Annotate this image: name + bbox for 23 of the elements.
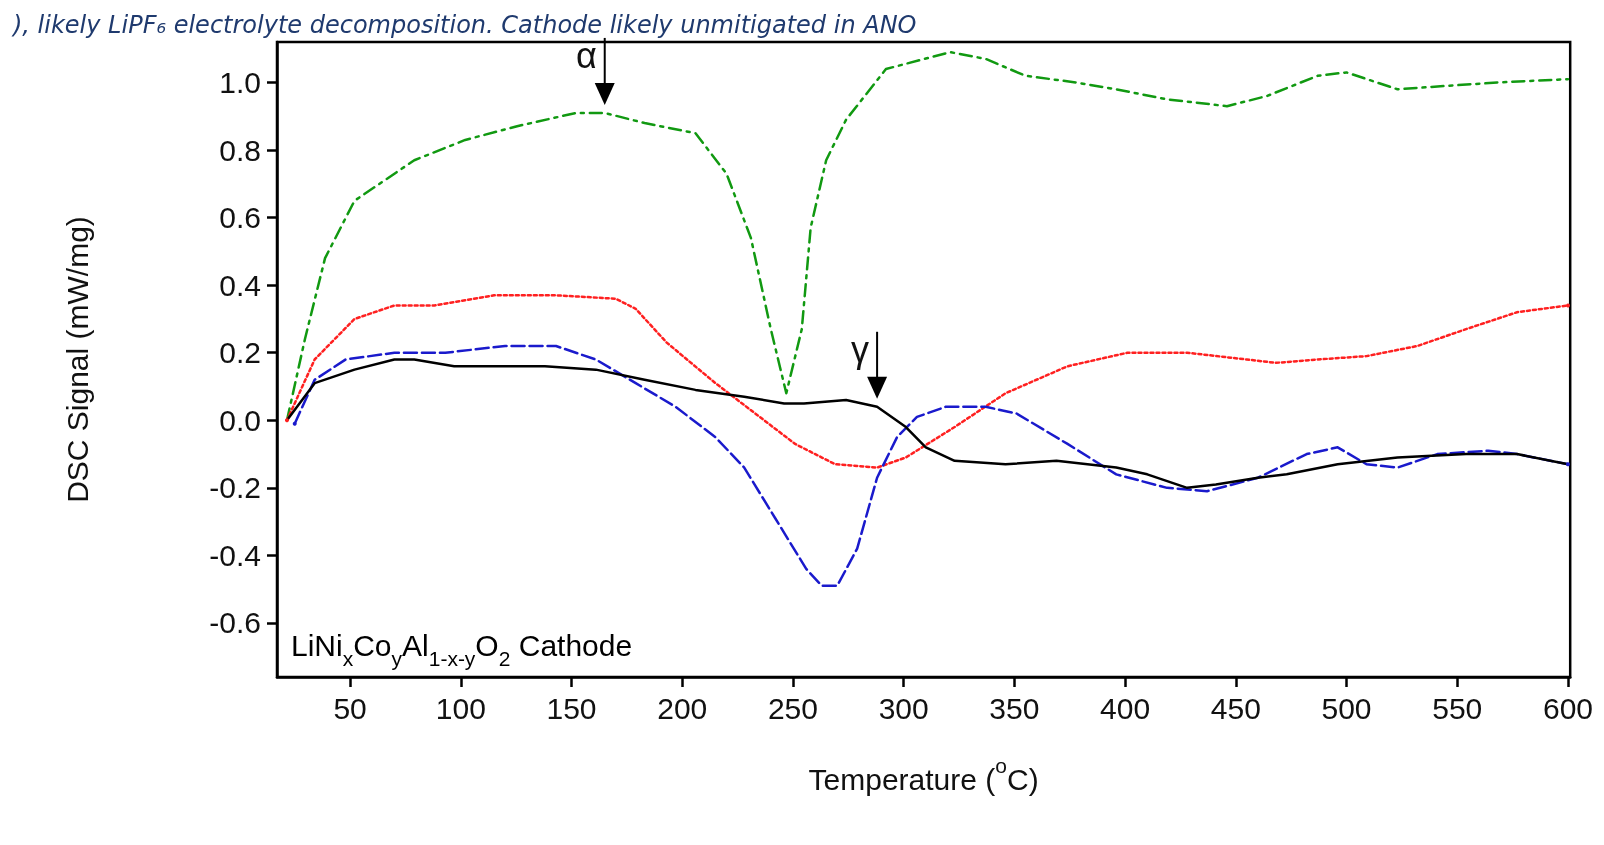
x-tick-label: 550 — [1432, 691, 1483, 725]
x-tick-label: 500 — [1321, 691, 1372, 725]
annotation: γ — [851, 329, 870, 371]
x-tick-label: 400 — [1100, 691, 1151, 725]
y-tick-label: 0.2 — [219, 336, 261, 370]
y-tick-label: 0.4 — [219, 268, 261, 302]
y-tick-label: -0.2 — [209, 471, 261, 505]
y-tick-label: 0.0 — [219, 403, 261, 437]
x-tick-label: 600 — [1542, 691, 1593, 725]
x-tick-label: 250 — [767, 691, 818, 725]
x-tick-label: 150 — [546, 691, 597, 725]
x-tick-label: 100 — [435, 691, 486, 725]
x-tick-label: 200 — [657, 691, 708, 725]
y-tick-label: -0.4 — [209, 538, 261, 572]
y-tick-label: 0.8 — [219, 133, 261, 167]
y-axis-title: DSC Signal (mW/mg) — [60, 216, 94, 503]
y-tick-label: 0.6 — [219, 201, 261, 235]
y-tick-label: -0.6 — [209, 606, 261, 640]
y-tick-label: 1.0 — [219, 66, 261, 100]
x-tick-label: 350 — [989, 691, 1040, 725]
x-tick-label: 300 — [878, 691, 929, 725]
x-tick-label: 50 — [333, 691, 367, 725]
x-tick-label: 450 — [1210, 691, 1261, 725]
